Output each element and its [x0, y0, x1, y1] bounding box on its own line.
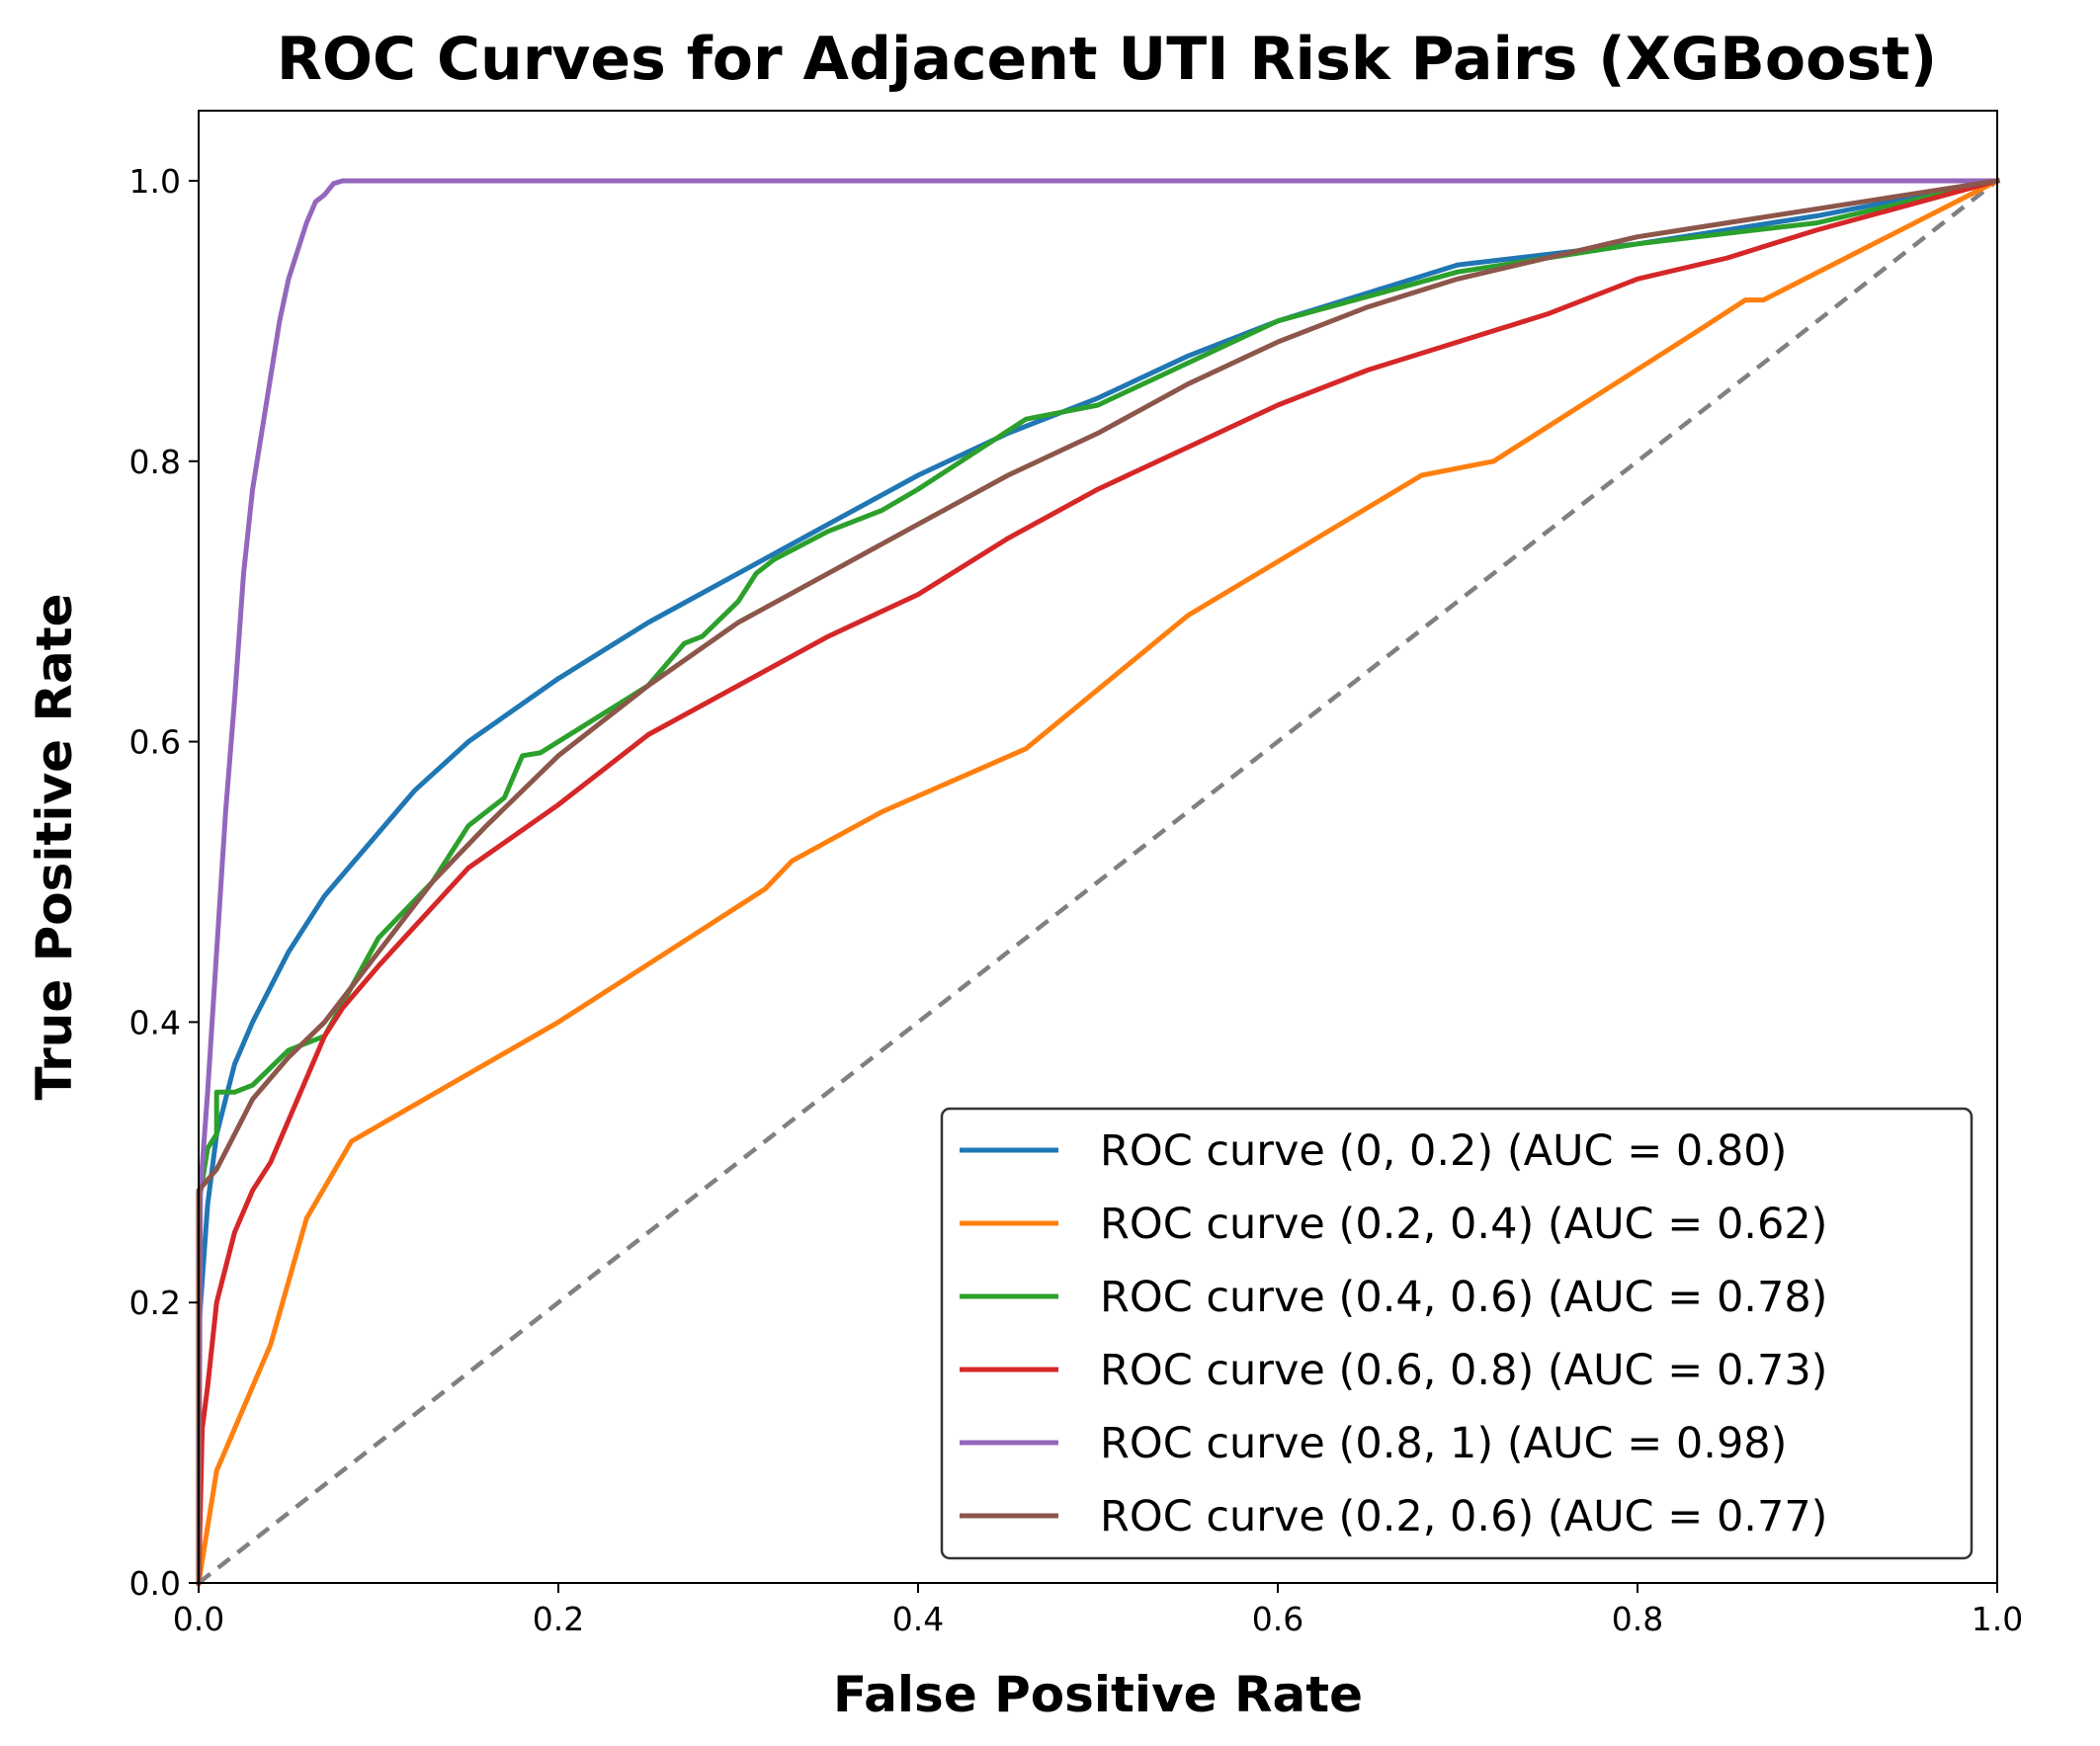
y-tick-label: 0.2 — [129, 1284, 181, 1322]
legend-entry-label: ROC curve (0, 0.2) (AUC = 0.80) — [1100, 1126, 1787, 1176]
y-axis-label: True Positive Rate — [26, 593, 83, 1100]
roc-curve-series-4 — [196, 177, 2001, 1586]
y-tick-label: 0.8 — [129, 443, 181, 481]
y-tick-label: 1.0 — [129, 162, 181, 201]
legend: ROC curve (0, 0.2) (AUC = 0.80) ROC curve… — [940, 1107, 1974, 1560]
x-tick-label: 0.2 — [533, 1600, 584, 1638]
roc-curve-series-5 — [196, 178, 2000, 1586]
chart-title: ROC Curves for Adjacent UTI Risk Pairs (… — [277, 25, 1937, 94]
legend-entry-label: ROC curve (0.2, 0.4) (AUC = 0.62) — [1100, 1200, 1827, 1249]
x-axis-label: False Positive Rate — [833, 1666, 1363, 1723]
series-layer — [196, 177, 2001, 1586]
x-tick-label: 0.0 — [173, 1600, 224, 1638]
legend-entry-label: ROC curve (0.8, 1) (AUC = 0.98) — [1100, 1419, 1787, 1468]
x-tick-label: 1.0 — [1972, 1600, 2023, 1638]
x-axis: 0.0 0.2 0.4 0.6 0.8 1.0 — [173, 1583, 2023, 1638]
legend-entry-label: ROC curve (0.2, 0.6) (AUC = 0.77) — [1100, 1492, 1827, 1541]
y-tick-label: 0.0 — [129, 1564, 181, 1603]
legend-entry-label: ROC curve (0.6, 0.8) (AUC = 0.73) — [1100, 1346, 1827, 1395]
plot-frame — [198, 110, 1998, 1584]
y-tick-label: 0.6 — [129, 723, 181, 762]
roc-curve-series-6 — [196, 178, 2000, 1586]
roc-curve-series-2 — [196, 177, 2001, 1586]
legend-frame — [940, 1107, 1974, 1560]
y-axis: 0.0 0.2 0.4 0.6 0.8 1.0 — [129, 162, 199, 1603]
chance-diagonal-line — [197, 179, 1999, 1585]
roc-curve-series-1 — [196, 178, 2000, 1586]
y-tick-label: 0.4 — [129, 1003, 181, 1041]
x-tick-label: 0.4 — [892, 1600, 944, 1638]
x-tick-label: 0.8 — [1612, 1600, 1663, 1638]
legend-entry-label: ROC curve (0.4, 0.6) (AUC = 0.78) — [1100, 1273, 1827, 1322]
roc-curve-series-3 — [196, 177, 2001, 1586]
x-tick-label: 0.6 — [1252, 1600, 1303, 1638]
